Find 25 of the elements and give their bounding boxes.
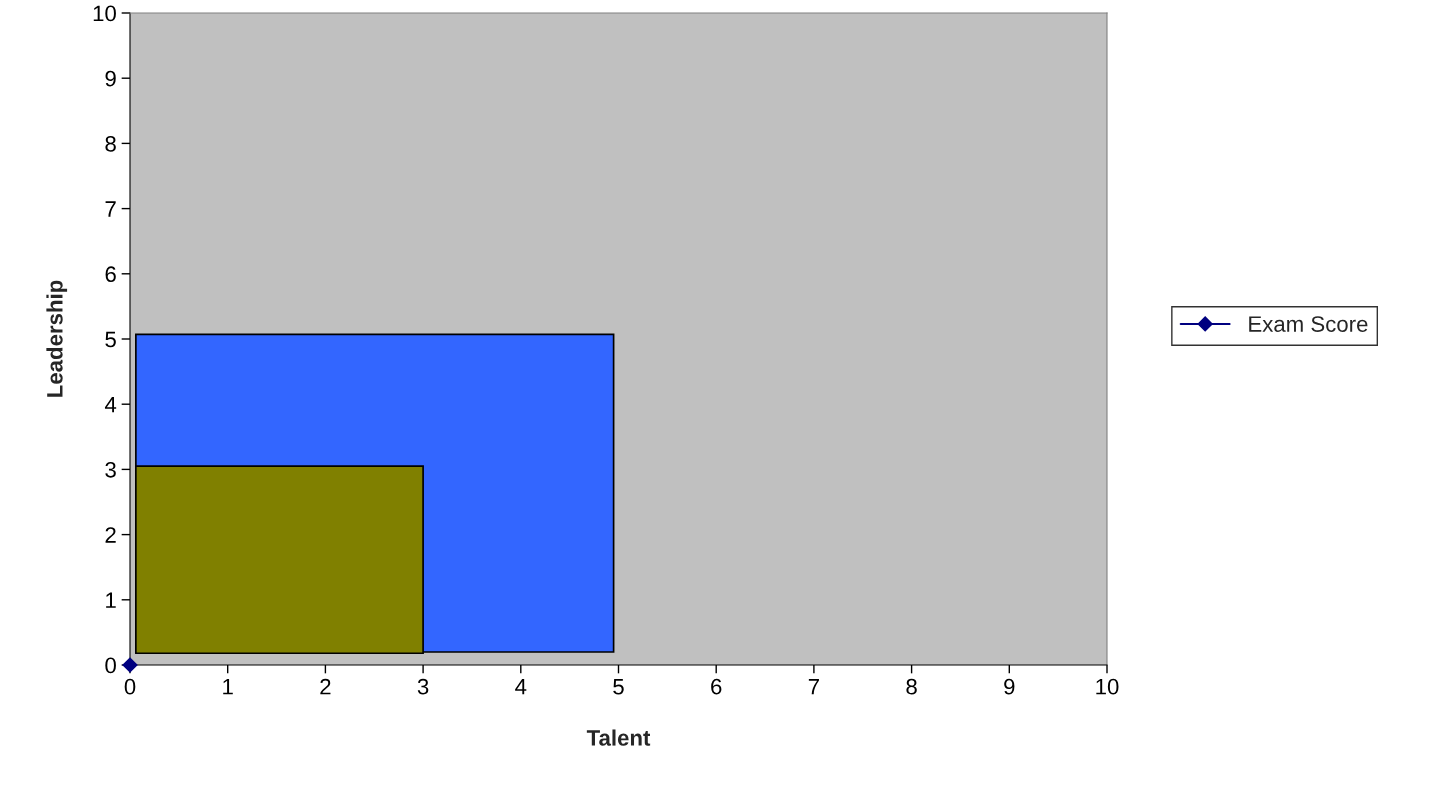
x-tick-label: 6 <box>711 678 722 695</box>
x-tick-label: 5 <box>613 679 624 695</box>
y-tick-label: 4 <box>104 396 117 413</box>
y-tick-label: 9 <box>105 70 116 87</box>
x-tick-label: 7 <box>808 679 819 695</box>
x-tick-label: 9 <box>1004 678 1015 695</box>
x-tick-label: 0 <box>124 678 136 695</box>
y-tick-label: 8 <box>105 135 116 152</box>
legend-label: Exam Score <box>1249 316 1368 332</box>
y-tick-label: 7 <box>105 201 116 217</box>
y-tick-label: 5 <box>105 331 116 348</box>
y-tick-label: 2 <box>105 527 116 543</box>
y-tick-label: 10 <box>93 5 116 22</box>
x-tick-label: 3 <box>417 678 429 695</box>
x-axis-title: Talent <box>586 729 651 746</box>
x-tick-label: 2 <box>320 678 331 695</box>
x-tick-label: 8 <box>906 678 917 695</box>
y-tick-label: 6 <box>105 266 116 283</box>
x-tick-label: 4 <box>515 679 527 695</box>
y-tick-label: 1 <box>106 592 116 608</box>
y-axis-title: Leadership <box>46 280 68 397</box>
x-tick-label: 10 <box>1096 678 1119 695</box>
y-tick-label: 3 <box>105 461 116 478</box>
y-tick-label: 0 <box>105 657 116 674</box>
x-tick-label: 1 <box>223 679 233 695</box>
